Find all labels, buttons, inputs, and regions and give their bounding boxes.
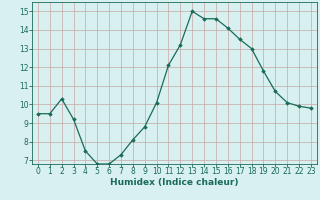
X-axis label: Humidex (Indice chaleur): Humidex (Indice chaleur)	[110, 178, 239, 187]
